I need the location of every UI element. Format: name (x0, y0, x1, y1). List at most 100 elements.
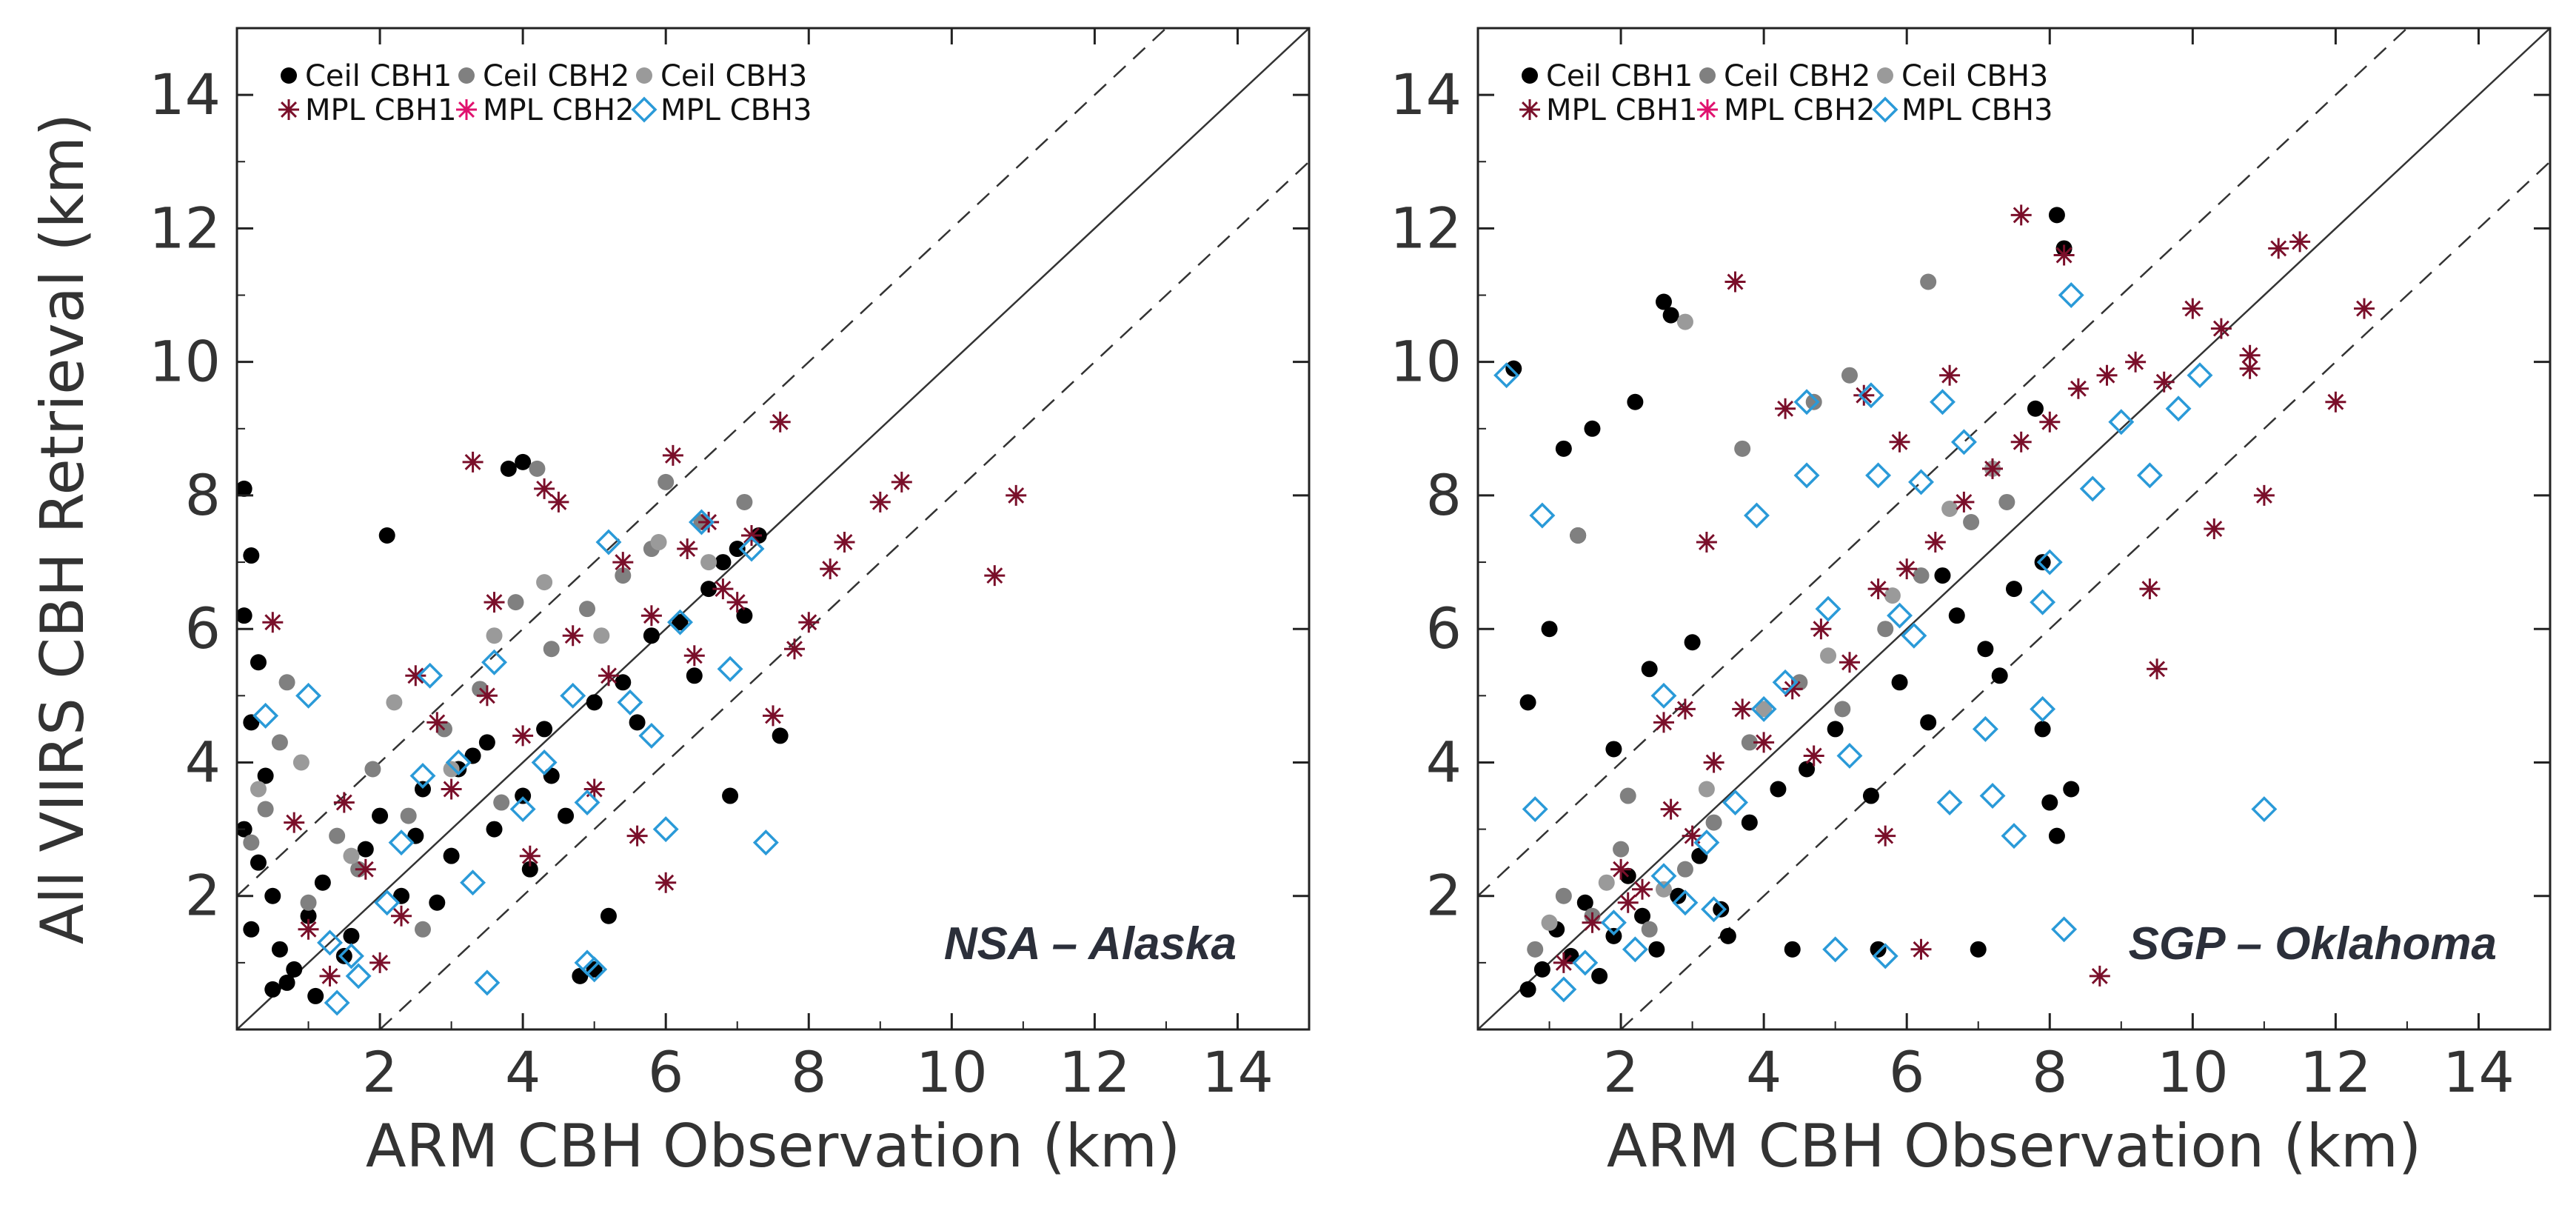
point-mpl-cbh1 (1889, 431, 1910, 453)
point-mpl-cbh1 (2125, 351, 2147, 373)
point-ceil-cbh1 (335, 947, 352, 964)
y-tick-label: 8 (185, 462, 221, 528)
point-ceil-cbh1 (1541, 621, 1558, 638)
legend-marker (1872, 96, 1898, 123)
point-ceil-cbh2 (1613, 841, 1630, 858)
point-mpl-cbh3 (2036, 549, 2063, 575)
point-ceil-cbh3 (343, 847, 360, 864)
x-tick-label: 14 (1202, 1039, 1274, 1105)
point-mpl-cbh1 (891, 471, 912, 493)
lower-offset-line (1620, 161, 2550, 1029)
point-mpl-cbh3 (1493, 362, 1520, 389)
point-ceil-cbh3 (1941, 500, 1958, 517)
point-ceil-cbh1 (1670, 887, 1687, 904)
point-mpl-cbh1 (583, 778, 605, 800)
point-ceil-cbh1 (586, 694, 603, 711)
point-ceil-cbh1 (443, 847, 460, 864)
point-ceil-cbh2 (278, 674, 295, 691)
y-tick-label: 4 (1426, 729, 1462, 795)
legend-label: MPL CBH2 (1724, 93, 1876, 127)
point-mpl-cbh1 (2010, 431, 2032, 453)
y-tick-label: 12 (149, 195, 221, 261)
point-mpl-cbh1 (391, 905, 412, 927)
x-tick-label: 10 (916, 1039, 988, 1105)
point-mpl-cbh3 (1793, 389, 1820, 415)
y-tick-label: 6 (1426, 595, 1462, 661)
point-mpl-cbh3 (1722, 790, 1748, 816)
point-mpl-cbh1 (1810, 618, 1832, 640)
x-tick-label: 12 (1059, 1039, 1131, 1105)
legend-label: MPL CBH3 (1901, 93, 2053, 127)
one-to-one-line (1478, 28, 2550, 1029)
point-ceil-cbh1 (1641, 661, 1658, 678)
point-mpl-cbh3 (2251, 796, 2278, 823)
point-ceil-cbh1 (286, 961, 303, 978)
y-tick-label: 2 (1426, 863, 1462, 929)
point-mpl-cbh1 (726, 592, 748, 613)
point-mpl-cbh3 (1650, 863, 1677, 889)
point-ceil-cbh2 (543, 641, 560, 658)
point-ceil-cbh1 (2034, 554, 2051, 571)
point-mpl-cbh1 (1839, 652, 1860, 673)
point-ceil-cbh3 (386, 694, 403, 711)
point-mpl-cbh1 (1674, 698, 1696, 720)
point-ceil-cbh1 (1934, 567, 1951, 584)
point-mpl-cbh1 (298, 918, 319, 940)
point-ceil-cbh1 (2048, 207, 2065, 224)
point-mpl-cbh3 (738, 535, 765, 562)
point-ceil-cbh3 (1541, 914, 1558, 931)
y-tick-label: 2 (185, 863, 221, 929)
point-ceil-cbh1 (736, 607, 753, 624)
y-tick-label: 10 (149, 329, 221, 395)
point-ceil-cbh1 (2006, 581, 2022, 598)
point-ceil-cbh3 (1884, 587, 1901, 604)
point-ceil-cbh1 (372, 807, 389, 824)
point-ceil-cbh3 (1756, 701, 1773, 718)
point-ceil-cbh2 (529, 460, 546, 477)
point-ceil-cbh2 (1705, 814, 1722, 831)
point-ceil-cbh1 (1584, 420, 1601, 437)
point-mpl-cbh3 (1793, 462, 1820, 489)
panel-nsa-plot-frame (235, 27, 1311, 1031)
point-ceil-cbh1 (243, 547, 260, 564)
point-ceil-cbh2 (1913, 567, 1930, 584)
point-mpl-cbh1 (1553, 952, 1574, 973)
point-ceil-cbh1 (515, 453, 532, 470)
legend-marker (456, 99, 477, 120)
y-tick-label: 14 (149, 61, 221, 127)
point-ceil-cbh1 (414, 781, 431, 798)
point-mpl-cbh3 (1929, 389, 1956, 415)
point-mpl-cbh3 (1650, 682, 1677, 709)
point-mpl-cbh3 (445, 749, 472, 775)
point-mpl-cbh3 (574, 790, 600, 816)
point-mpl-cbh1 (333, 792, 355, 813)
point-mpl-cbh3 (324, 989, 350, 1016)
point-mpl-cbh1 (612, 552, 634, 573)
point-ceil-cbh1 (1784, 941, 1801, 958)
point-mpl-cbh3 (2030, 695, 2056, 722)
point-ceil-cbh1 (1977, 641, 1994, 658)
point-mpl-cbh1 (1732, 698, 1753, 720)
point-mpl-cbh1 (284, 812, 305, 833)
panel-nsa-ticks: 2 4 6 8 10 12 14 2 4 6 8 10 12 14 (149, 28, 1309, 1105)
point-mpl-cbh1 (2053, 244, 2075, 266)
point-mpl-cbh1 (1617, 892, 1639, 913)
point-mpl-cbh1 (1006, 484, 1027, 506)
point-mpl-cbh1 (1724, 271, 1746, 293)
x-tick-label: 10 (2157, 1039, 2229, 1105)
point-ceil-cbh1 (1505, 360, 1522, 377)
point-ceil-cbh1 (1605, 741, 1622, 758)
point-ceil-cbh1 (357, 841, 374, 858)
point-mpl-cbh3 (752, 830, 779, 856)
point-mpl-cbh3 (581, 956, 608, 983)
panel-sgp-ticks: 2 4 6 8 10 12 14 2 4 6 8 10 12 14 (1390, 28, 2550, 1105)
point-ceil-cbh1 (1684, 634, 1701, 651)
point-mpl-cbh3 (2051, 916, 2078, 943)
point-ceil-cbh2 (1834, 701, 1851, 718)
point-mpl-cbh1 (441, 778, 462, 800)
point-ceil-cbh1 (1519, 981, 1536, 998)
point-mpl-cbh1 (763, 705, 783, 727)
point-ceil-cbh1 (243, 921, 260, 938)
point-mpl-cbh3 (509, 796, 536, 823)
